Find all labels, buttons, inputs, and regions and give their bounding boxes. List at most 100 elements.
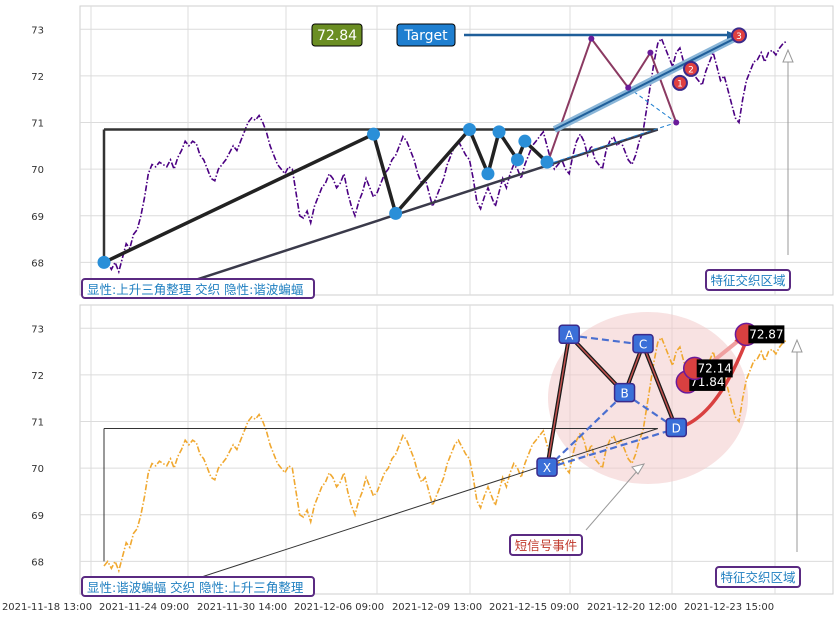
x-tick-label: 2021-12-20 12:00 [587, 602, 677, 613]
triangle-node [481, 167, 495, 181]
y-tick-label: 71 [31, 119, 44, 130]
bat-retracement-dashed [546, 427, 677, 470]
bottom-zone-box [715, 566, 801, 588]
top-zone-label: 特征交织区域 [705, 269, 791, 291]
step-marker [731, 27, 748, 44]
bat-point-label-box [665, 417, 687, 438]
target-label-box [396, 23, 456, 47]
x-tick-label: 2021-11-18 13:00 [2, 602, 92, 613]
y-tick-label: 68 [31, 258, 44, 269]
price-line [103, 37, 788, 275]
target-line [553, 35, 740, 131]
triangle-node [97, 255, 111, 269]
bat-retracement-dashed [569, 334, 644, 346]
x-tick-label: 2021-12-06 09:00 [294, 602, 384, 613]
y-tick-label: 72 [31, 72, 44, 83]
top-zone-box [705, 269, 791, 291]
triangle-node [518, 134, 532, 148]
top-zone-text: 特征交织区域 [710, 273, 785, 288]
projection-value-box [748, 325, 785, 344]
harmonic-bd-dashed [627, 87, 677, 123]
bottom-legend: 显性:谐波蝙蝠 交织 隐性:上升三角整理 [81, 576, 315, 597]
bottom-zone-text: 特征交织区域 [720, 570, 795, 585]
bottom-price-series [103, 336, 788, 574]
projection-value-box [696, 359, 733, 378]
projection-value: 72.14 [698, 361, 732, 375]
x-tick-label: 2021-12-09 13:00 [392, 602, 482, 613]
target-value-badge: 72.84 [311, 23, 363, 47]
bat-point-label-box [632, 333, 654, 354]
event-label: 短信号事件 [509, 534, 583, 556]
harmonic-point [625, 84, 632, 91]
target-label-text: Target [403, 28, 448, 44]
top-price-series [103, 37, 788, 275]
y-tick-label: 72 [31, 371, 44, 382]
bottom-zone-label: 特征交织区域 [715, 566, 801, 588]
top-legend: 显性:上升三角整理 交织 隐性:谐波蝙蝠 [81, 278, 315, 299]
triangle-node [510, 153, 524, 167]
step-marker-label: 2 [688, 65, 694, 75]
y-tick-label: 70 [31, 464, 44, 475]
support-line-faint [177, 428, 658, 586]
bottom-legend-box [81, 576, 315, 597]
y-tick-label: 73 [31, 25, 44, 36]
triangle-node [367, 127, 381, 141]
top-y-ticks: 68 69 70 71 72 73 [31, 25, 44, 269]
event-arrow-head [631, 463, 646, 475]
harmonic-point [673, 119, 680, 126]
price-line [103, 336, 788, 574]
harmonic-xd-dashed [546, 122, 677, 165]
support-line [177, 128, 659, 287]
triangle-node [492, 125, 506, 139]
bat-point-label: A [565, 328, 574, 342]
target-value-text: 72.84 [317, 28, 357, 44]
projection-value: 72.87 [749, 327, 783, 341]
x-axis-ticks: 2021-11-18 13:00 2021-11-24 09:00 2021-11-… [2, 602, 774, 613]
step-marker [671, 74, 688, 91]
top-pattern-nodes: 12 3 [97, 27, 748, 269]
y-tick-label: 71 [31, 418, 44, 429]
step-marker [683, 60, 700, 77]
triangle-node [389, 206, 403, 220]
event-label-box [509, 534, 583, 556]
y-tick-label: 68 [31, 557, 44, 568]
bat-point-label: B [620, 387, 628, 401]
bat-point-label-box [613, 382, 636, 403]
x-tick-label: 2021-11-24 09:00 [99, 602, 189, 613]
bat-point-label: X [543, 461, 551, 475]
triangle-node [462, 123, 476, 137]
bat-point-label-box [558, 324, 580, 345]
step-marker-label: 3 [736, 32, 742, 42]
step-marker-label: 1 [677, 79, 683, 89]
harmonic-point [588, 35, 595, 42]
y-tick-label: 69 [31, 511, 44, 522]
y-tick-label: 73 [31, 324, 44, 335]
event-label-text: 短信号事件 [515, 538, 578, 553]
harmonic-point [647, 49, 654, 56]
top-legend-text: 显性:上升三角整理 交织 隐性:谐波蝙蝠 [87, 282, 303, 297]
y-tick-label: 69 [31, 212, 44, 223]
y-tick-label: 70 [31, 165, 44, 176]
bat-point-label: D [672, 422, 681, 436]
event-arrow [585, 469, 639, 531]
bat-point-label: C [639, 338, 647, 352]
bat-retracement-dashed [546, 392, 626, 469]
zone-indicator-arrow-head [791, 338, 803, 353]
bat-point-label-box [536, 457, 558, 477]
triangle-node [540, 155, 554, 169]
target-value-box [311, 23, 363, 47]
target-label-badge: Target [396, 23, 456, 47]
x-tick-label: 2021-12-23 15:00 [684, 602, 774, 613]
zone-indicator-arrow-head [782, 48, 794, 63]
top-legend-box [81, 278, 315, 299]
bottom-legend-text: 显性:谐波蝙蝠 交织 隐性:上升三角整理 [87, 580, 304, 595]
bottom-harmonic-nodes: X A B C D [536, 324, 687, 477]
x-tick-label: 2021-12-15 09:00 [489, 602, 579, 613]
top-panel: 68 69 70 71 72 73 12 3 72.84 Target 显性:上升三角整理 … [31, 5, 834, 299]
x-tick-label: 2021-11-30 14:00 [197, 602, 287, 613]
bottom-y-ticks: 68 69 70 71 72 73 [31, 324, 44, 568]
